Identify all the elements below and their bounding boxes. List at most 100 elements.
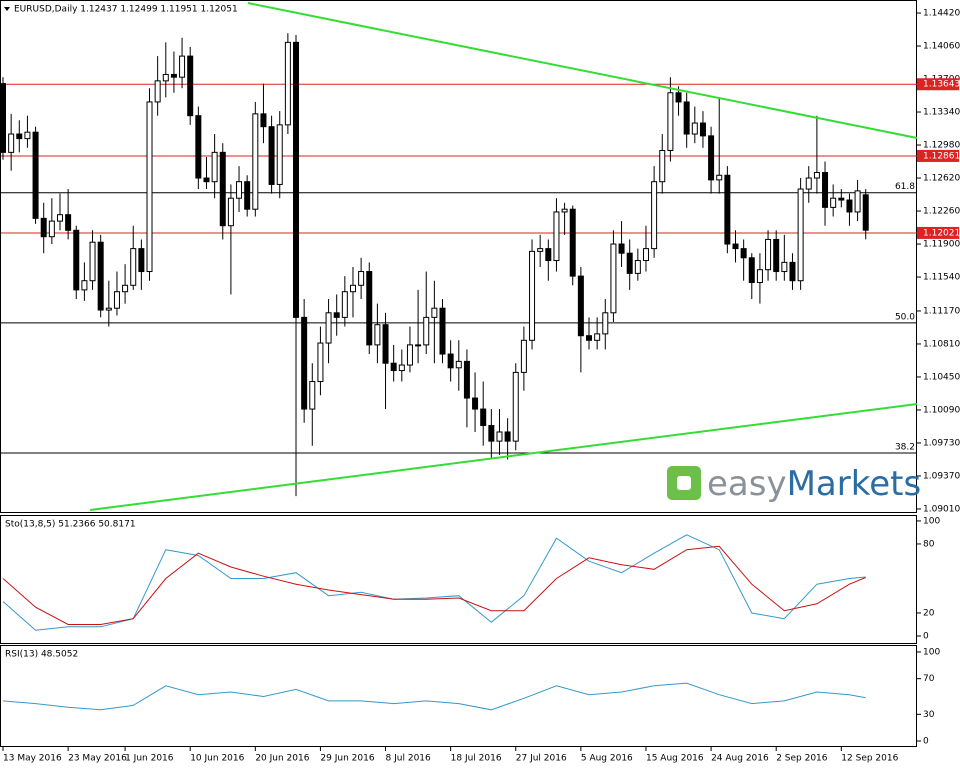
y-tick-label: 30: [923, 710, 935, 720]
menu-arrow: [4, 7, 10, 11]
candle-body: [244, 181, 251, 210]
candle-body: [431, 307, 438, 318]
main-pane: [0, 0, 917, 513]
indicator-line: [2, 534, 866, 631]
candle-body: [789, 261, 796, 282]
x-tick-label: 1 Jun 2016: [125, 754, 174, 764]
candle-body: [252, 113, 259, 210]
x-tick-label: 18 Jul 2016: [451, 754, 502, 764]
candle-body: [170, 73, 177, 78]
y-tick-label: 1.12980: [923, 141, 960, 151]
indicator-line: [2, 682, 866, 711]
candle-body: [284, 41, 291, 126]
candle-body: [113, 291, 120, 309]
y-tick-label: 1.12620: [923, 174, 960, 184]
candle-body: [439, 307, 446, 355]
candle-body: [651, 181, 658, 250]
candle-body: [415, 344, 422, 347]
candle-body: [634, 260, 641, 274]
candle-body: [699, 122, 706, 137]
y-tick-label: 70: [923, 674, 935, 684]
candle-body: [358, 271, 365, 286]
candle-body: [105, 307, 112, 311]
y-tick-label: 1.11900: [923, 240, 960, 250]
candle-body: [276, 124, 283, 185]
y-tick-label: 1.10810: [923, 339, 960, 349]
candle-body: [398, 364, 405, 372]
candle-body: [203, 177, 210, 183]
price-label: 1.13643: [923, 80, 960, 90]
candle-body: [309, 381, 316, 410]
x-tick-label: 13 May 2016: [3, 754, 62, 764]
x-tick-label: 20 Jun 2016: [255, 754, 309, 764]
candle-body: [480, 408, 487, 427]
y-tick-label: 1.10450: [923, 372, 960, 382]
candle-body: [724, 174, 731, 245]
y-tick-label: 1.11170: [923, 306, 960, 316]
x-tick-label: 10 Jun 2016: [190, 754, 244, 764]
x-tick-label: 12 Sep 2016: [841, 754, 898, 764]
candle-body: [716, 174, 723, 181]
candle-body: [610, 243, 617, 314]
candle-body: [854, 190, 861, 213]
candle-body: [390, 362, 397, 372]
candle-body: [813, 172, 820, 179]
candle-body: [708, 135, 715, 181]
candle-body: [545, 248, 552, 262]
candle-body: [73, 229, 80, 291]
y-tick-label: 1.09730: [923, 438, 960, 448]
candle-body: [765, 238, 772, 271]
candle-body: [781, 261, 788, 273]
candle-body: [626, 252, 633, 274]
candle-body: [423, 316, 430, 346]
candle-body: [537, 248, 544, 252]
y-tick-label: 0: [923, 737, 929, 747]
stoch-pane: [0, 515, 917, 644]
fib-label: 50.0: [895, 312, 915, 322]
y-tick-label: 1.13340: [923, 108, 960, 118]
trendline: [89, 403, 918, 511]
y-tick-label: 0: [923, 631, 929, 641]
candle-body: [683, 101, 690, 135]
candle-body: [187, 55, 194, 117]
candle-body: [830, 197, 837, 208]
candle-body: [512, 371, 519, 442]
logo-easy: easy: [707, 464, 787, 504]
candle-body: [488, 425, 495, 442]
candle-body: [195, 115, 202, 179]
candle-body: [496, 431, 503, 442]
candle-body: [553, 211, 560, 262]
candle-body: [797, 188, 804, 282]
candle-body: [162, 73, 169, 82]
candle-body: [732, 243, 739, 250]
candle-body: [740, 248, 747, 259]
y-tick-label: 80: [923, 539, 935, 549]
candle-body: [756, 269, 763, 284]
rsi-pane: [0, 645, 917, 747]
candle-body: [594, 333, 601, 341]
price-label-box: [917, 149, 959, 162]
candle-body: [130, 248, 137, 286]
candle-body: [301, 316, 308, 410]
candle-body: [838, 197, 845, 201]
candle-body: [463, 360, 470, 399]
candle-body: [822, 172, 829, 208]
candle-body: [382, 324, 389, 364]
x-tick-label: 5 Aug 2016: [581, 754, 633, 764]
candle-body: [236, 181, 243, 199]
candle-body: [325, 312, 332, 344]
candle-body: [472, 397, 479, 410]
y-tick-label: 1.14060: [923, 42, 960, 52]
candle-body: [138, 248, 145, 273]
candle-body: [577, 275, 584, 337]
fib-label: 38.2: [895, 443, 915, 453]
candle-body: [748, 257, 755, 284]
candle-body: [8, 133, 15, 153]
candle-body: [691, 122, 698, 135]
price-label-box: [917, 226, 959, 239]
price-label: 1.12861: [923, 151, 960, 161]
candle-body: [211, 151, 218, 183]
candle-body: [773, 238, 780, 273]
candle-body: [65, 214, 72, 231]
